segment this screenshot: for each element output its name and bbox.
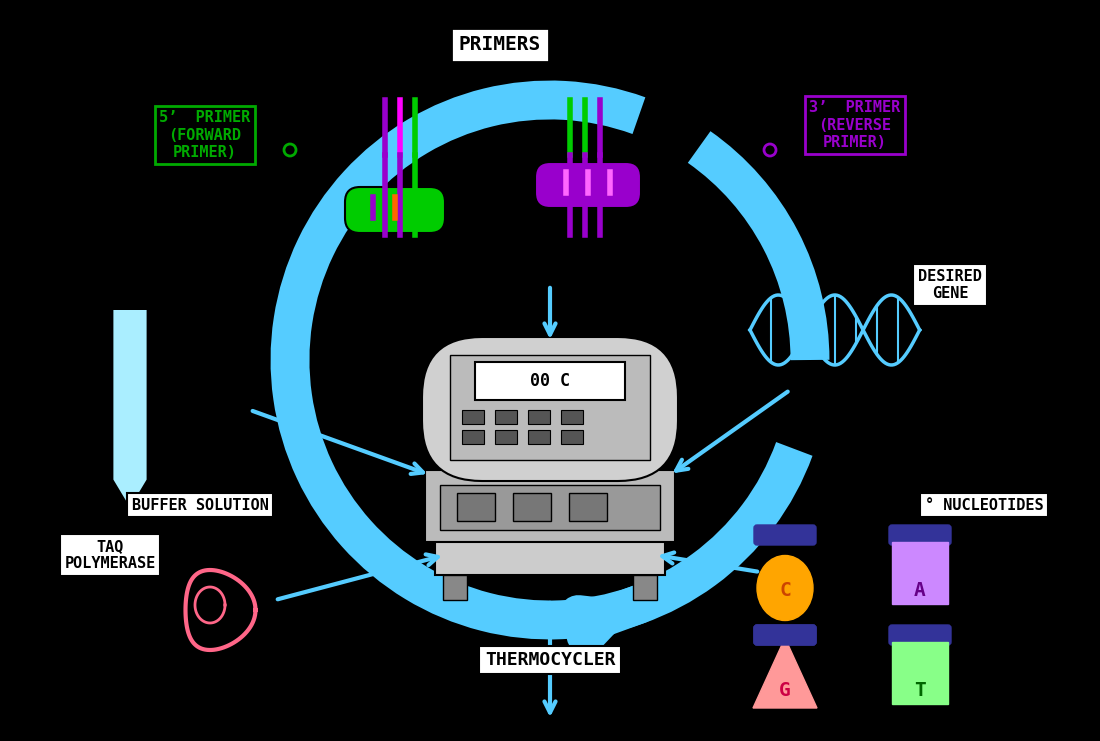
Text: 5: 5 <box>605 268 615 282</box>
Text: 3': 3' <box>366 268 384 282</box>
Text: A: A <box>914 580 926 599</box>
Text: 00 C: 00 C <box>530 372 570 390</box>
FancyBboxPatch shape <box>440 485 660 530</box>
FancyBboxPatch shape <box>443 575 468 600</box>
Text: G: G <box>779 680 791 700</box>
Text: TAQ
POLYMERASE: TAQ POLYMERASE <box>65 539 155 571</box>
FancyBboxPatch shape <box>569 493 607 521</box>
FancyBboxPatch shape <box>561 430 583 444</box>
FancyBboxPatch shape <box>561 410 583 424</box>
Text: DESIRED
GENE: DESIRED GENE <box>918 269 982 301</box>
FancyBboxPatch shape <box>462 410 484 424</box>
FancyBboxPatch shape <box>495 410 517 424</box>
FancyBboxPatch shape <box>462 430 484 444</box>
Text: T: T <box>914 680 926 700</box>
FancyBboxPatch shape <box>754 625 816 645</box>
FancyBboxPatch shape <box>450 355 650 460</box>
Text: 5’  PRIMER
(FORWARD
PRIMER): 5’ PRIMER (FORWARD PRIMER) <box>160 110 251 160</box>
FancyBboxPatch shape <box>456 493 495 521</box>
Text: C: C <box>779 580 791 599</box>
FancyBboxPatch shape <box>345 187 446 233</box>
FancyBboxPatch shape <box>754 525 816 545</box>
FancyBboxPatch shape <box>754 625 816 645</box>
FancyBboxPatch shape <box>892 542 948 604</box>
Text: 3’  PRIMER
(REVERSE
PRIMER): 3’ PRIMER (REVERSE PRIMER) <box>810 100 901 150</box>
FancyBboxPatch shape <box>495 430 517 444</box>
FancyBboxPatch shape <box>422 337 678 481</box>
Text: PRIMERS: PRIMERS <box>459 36 541 55</box>
FancyBboxPatch shape <box>535 162 641 208</box>
FancyBboxPatch shape <box>513 493 551 521</box>
FancyBboxPatch shape <box>475 362 625 400</box>
Polygon shape <box>754 638 817 708</box>
Text: ° NUCLEOTIDES: ° NUCLEOTIDES <box>925 497 1044 513</box>
FancyBboxPatch shape <box>889 625 952 645</box>
Ellipse shape <box>757 556 813 620</box>
Text: THERMOCYCLER: THERMOCYCLER <box>485 651 615 669</box>
FancyBboxPatch shape <box>528 410 550 424</box>
FancyBboxPatch shape <box>889 525 952 545</box>
FancyBboxPatch shape <box>425 470 675 542</box>
Circle shape <box>860 280 870 290</box>
FancyBboxPatch shape <box>528 430 550 444</box>
FancyBboxPatch shape <box>892 642 948 704</box>
Polygon shape <box>112 310 148 510</box>
Text: BUFFER SOLUTION: BUFFER SOLUTION <box>132 497 268 513</box>
FancyBboxPatch shape <box>632 575 657 600</box>
Circle shape <box>185 555 195 565</box>
FancyBboxPatch shape <box>434 540 666 575</box>
